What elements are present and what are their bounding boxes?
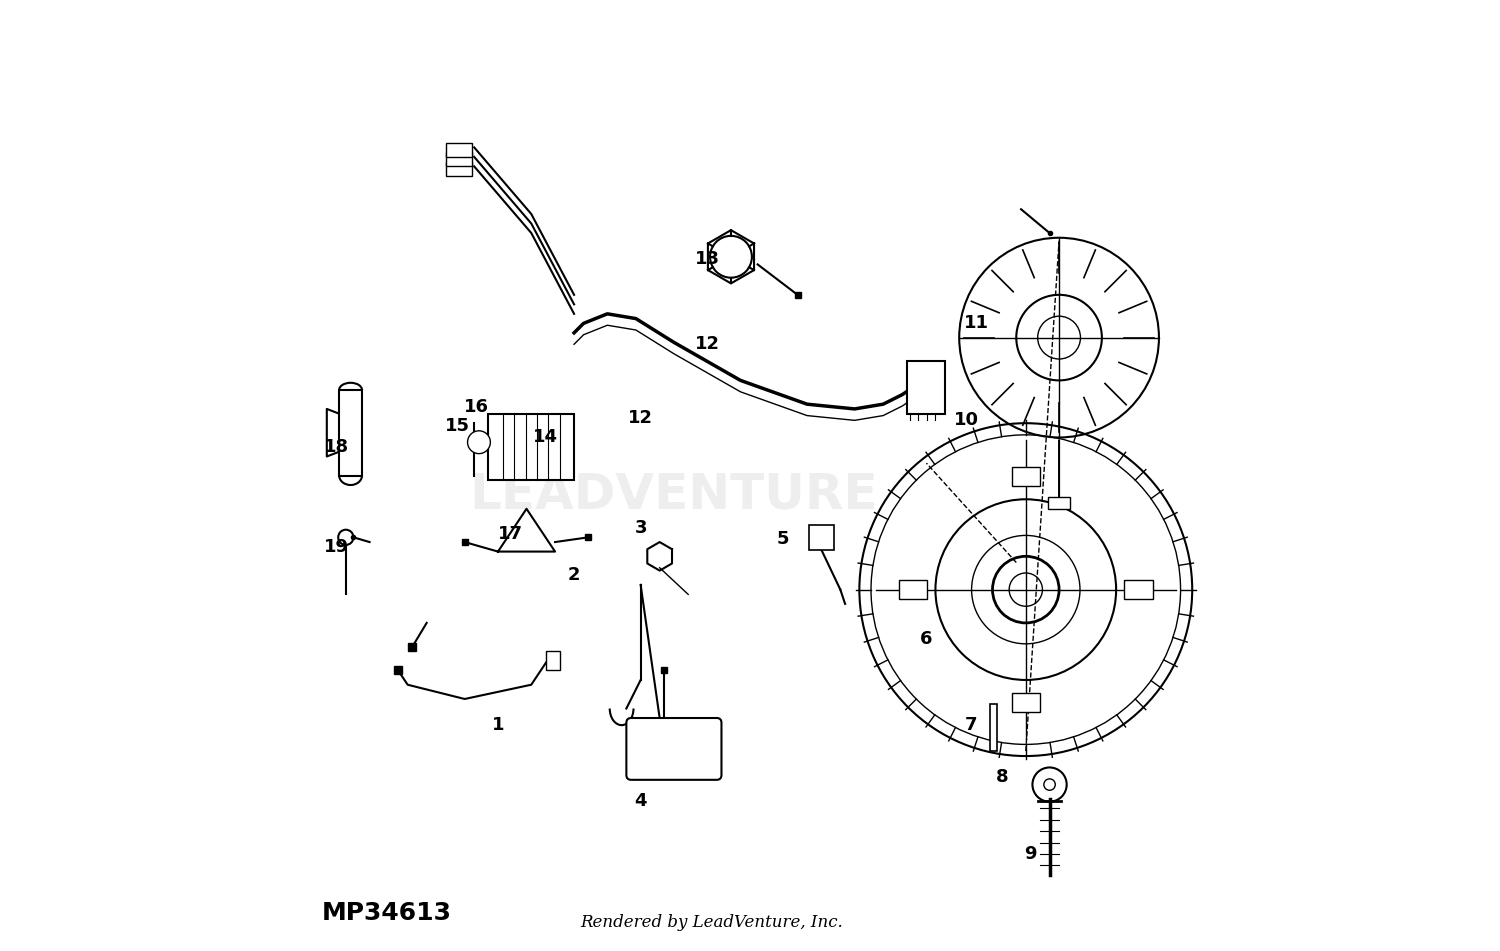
- Bar: [990, 704, 998, 751]
- Text: 6: 6: [920, 631, 932, 648]
- Circle shape: [710, 236, 752, 278]
- Text: 14: 14: [532, 429, 558, 446]
- Text: 4: 4: [634, 792, 646, 809]
- Bar: [546, 651, 560, 670]
- Bar: [446, 162, 472, 176]
- Text: 12: 12: [628, 410, 652, 427]
- Bar: [898, 580, 927, 599]
- Text: MP34613: MP34613: [322, 901, 452, 925]
- Text: 18: 18: [324, 438, 350, 456]
- Bar: [339, 390, 362, 476]
- Bar: [908, 361, 945, 414]
- Bar: [808, 525, 834, 550]
- Text: Rendered by LeadVenture, Inc.: Rendered by LeadVenture, Inc.: [580, 914, 843, 931]
- Text: 17: 17: [498, 526, 523, 543]
- Bar: [1047, 497, 1071, 509]
- Text: 15: 15: [444, 417, 470, 435]
- Text: 19: 19: [324, 538, 350, 555]
- Text: LEADVENTURE: LEADVENTURE: [470, 471, 878, 518]
- Text: 3: 3: [634, 519, 646, 536]
- FancyBboxPatch shape: [627, 718, 722, 780]
- Bar: [1011, 693, 1040, 712]
- Bar: [446, 143, 472, 157]
- Text: 16: 16: [464, 398, 489, 416]
- Text: 9: 9: [1024, 845, 1036, 863]
- Text: 10: 10: [954, 412, 980, 429]
- Circle shape: [1010, 573, 1042, 607]
- Text: 1: 1: [492, 716, 504, 733]
- Bar: [489, 414, 574, 480]
- Text: 7: 7: [964, 716, 976, 733]
- Circle shape: [338, 530, 354, 545]
- Text: 12: 12: [694, 336, 720, 353]
- Bar: [1125, 580, 1154, 599]
- Text: 13: 13: [694, 250, 720, 267]
- Text: 5: 5: [777, 531, 789, 548]
- Text: 8: 8: [996, 768, 1008, 786]
- Text: 2: 2: [568, 567, 580, 584]
- Bar: [446, 152, 472, 166]
- Circle shape: [468, 431, 490, 454]
- Bar: [1011, 467, 1040, 486]
- Text: 11: 11: [964, 315, 988, 332]
